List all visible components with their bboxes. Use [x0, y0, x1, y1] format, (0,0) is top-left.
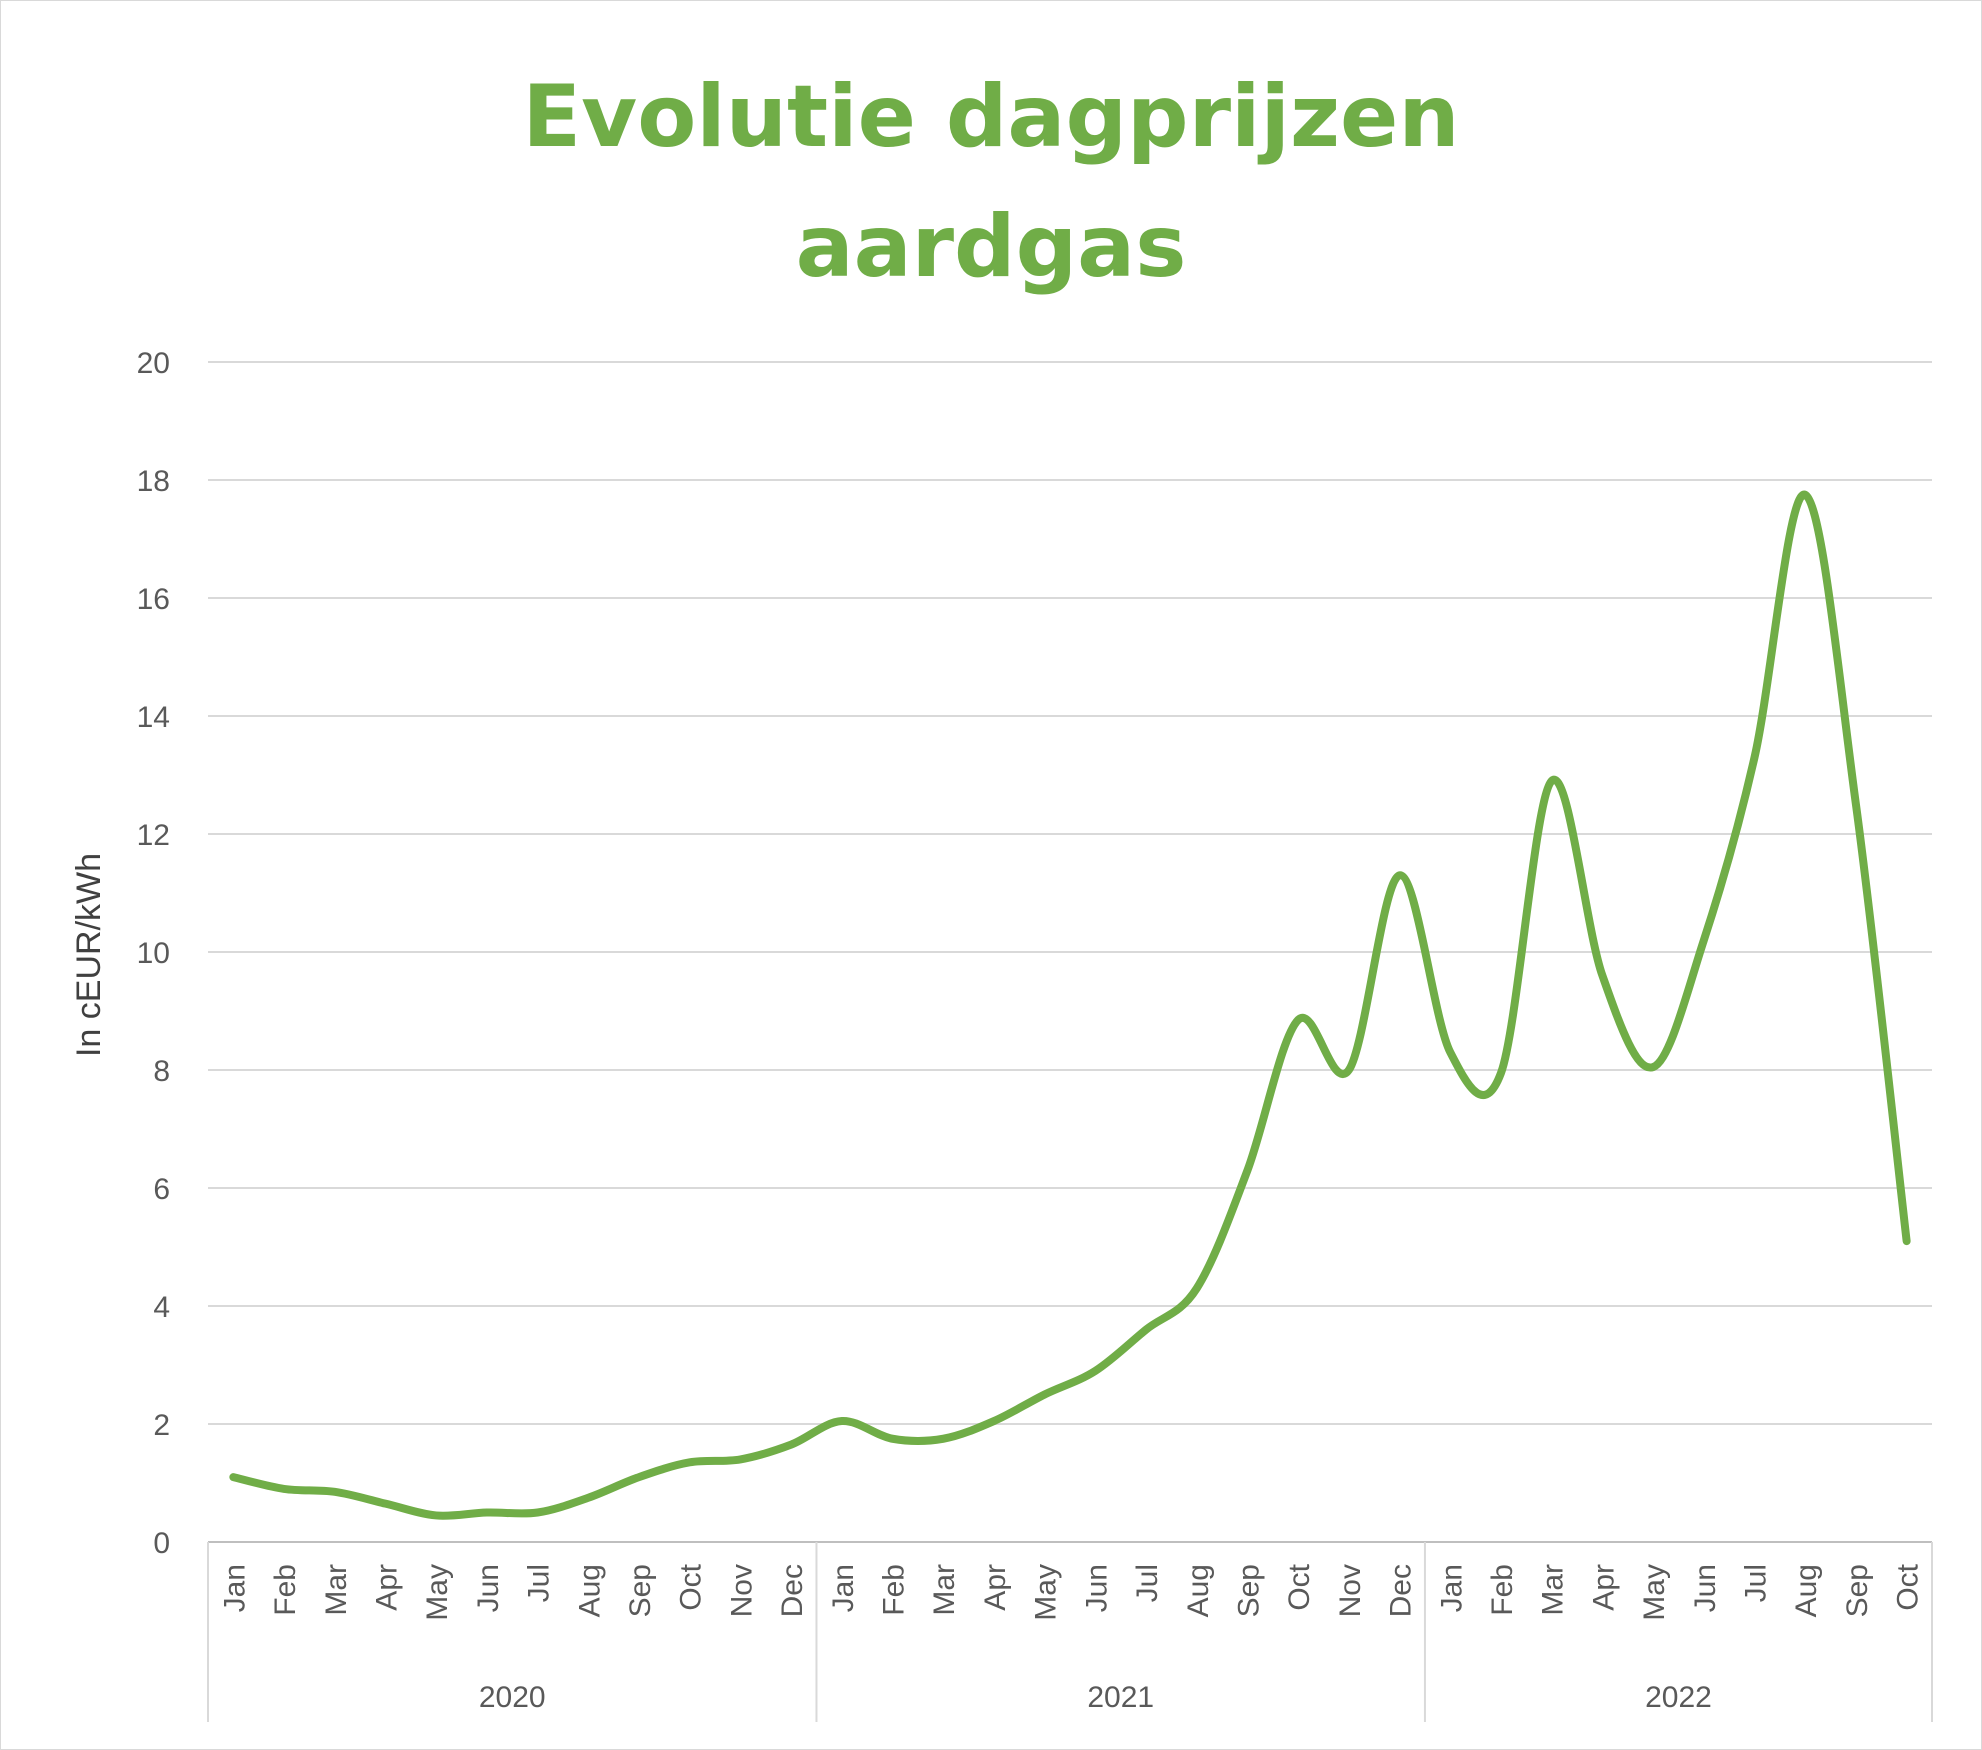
x-tick-label: Apr — [370, 1564, 403, 1611]
x-tick-label: Aug — [1182, 1564, 1215, 1617]
x-group-label: 2020 — [479, 1681, 546, 1714]
x-tick-label: Jan — [218, 1564, 251, 1612]
x-tick-label: Sep — [1841, 1564, 1874, 1617]
y-axis-ticks: 0 2 4 6 8 10 12 14 16 18 20 — [137, 347, 170, 1560]
x-tick-label: Aug — [1790, 1564, 1823, 1617]
x-axis: Jan Feb Mar Apr May Jun Jul Aug Sep Oct Nov Dec Jan F… — [207, 1542, 1933, 1722]
x-tick-label: Jul — [1740, 1564, 1773, 1602]
x-tick-label: May — [1638, 1564, 1671, 1621]
y-tick-label: 8 — [153, 1055, 170, 1088]
chart-title-line-1: Evolutie dagprijzen — [522, 67, 1460, 167]
y-tick-label: 10 — [137, 937, 170, 970]
x-tick-label: Nov — [1334, 1564, 1367, 1617]
x-tick-label: Mar — [928, 1564, 961, 1616]
x-tick-label: Oct — [675, 1563, 708, 1610]
x-tick-label: Sep — [1232, 1564, 1265, 1617]
x-tick-label: Oct — [1283, 1563, 1316, 1610]
x-tick-label: Jul — [523, 1564, 556, 1602]
x-tick-label: Mar — [1537, 1564, 1570, 1616]
y-tick-label: 0 — [153, 1527, 170, 1560]
x-tick-label: Jun — [472, 1564, 505, 1612]
y-axis-label: In cEUR/kWh — [70, 853, 108, 1057]
y-tick-label: 16 — [137, 583, 170, 616]
x-tick-label: Feb — [269, 1564, 302, 1616]
x-tick-label: Apr — [1587, 1564, 1620, 1611]
gridlines — [208, 361, 1932, 1543]
y-tick-label: 14 — [137, 701, 170, 734]
y-tick-label: 4 — [153, 1291, 170, 1324]
y-tick-label: 18 — [137, 465, 170, 498]
x-tick-label: Apr — [979, 1564, 1012, 1611]
x-tick-label: Jun — [1080, 1564, 1113, 1612]
x-tick-label: Jun — [1689, 1564, 1722, 1612]
x-tick-label: Oct — [1892, 1563, 1925, 1610]
x-tick-label: Mar — [320, 1564, 353, 1616]
y-tick-label: 12 — [137, 819, 170, 852]
x-group-label: 2022 — [1645, 1681, 1712, 1714]
x-tick-label: Nov — [725, 1564, 758, 1617]
series-line — [229, 490, 1911, 1520]
chart-title-line-2: aardgas — [795, 197, 1187, 297]
y-tick-label: 6 — [153, 1173, 170, 1206]
chart-title: Evolutie dagprijzen aardgas — [0, 52, 1982, 312]
x-group-label: 2021 — [1087, 1681, 1154, 1714]
x-tick-label: May — [421, 1564, 454, 1621]
y-tick-label: 2 — [153, 1409, 170, 1442]
x-tick-label: Dec — [776, 1564, 809, 1617]
x-tick-label: Dec — [1385, 1564, 1418, 1617]
x-tick-label: Aug — [573, 1564, 606, 1617]
x-tick-label: Jan — [827, 1564, 860, 1612]
x-tick-label: Feb — [1486, 1564, 1519, 1616]
x-tick-label: May — [1030, 1564, 1063, 1621]
y-tick-label: 20 — [137, 347, 170, 380]
x-tick-label: Jul — [1131, 1564, 1164, 1602]
x-tick-label: Sep — [624, 1564, 657, 1617]
x-tick-label: Jan — [1435, 1564, 1468, 1612]
x-tick-label: Feb — [878, 1564, 911, 1616]
